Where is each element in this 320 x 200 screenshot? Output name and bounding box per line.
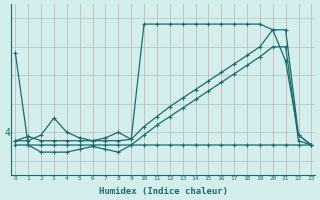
X-axis label: Humidex (Indice chaleur): Humidex (Indice chaleur) — [99, 187, 228, 196]
